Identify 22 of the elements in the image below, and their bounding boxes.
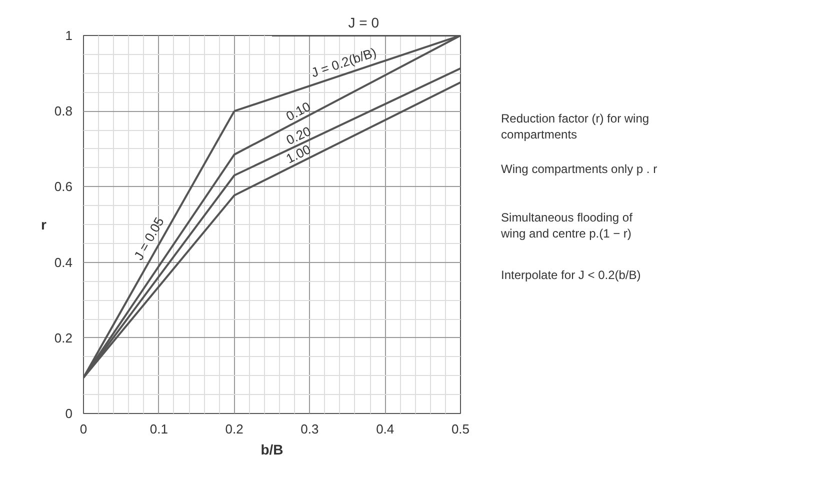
x-tick-label: 0.2 <box>225 422 244 436</box>
text: Reduction factor (r) for wing compartments <box>501 111 650 142</box>
x-tick-label: 0.4 <box>376 422 394 436</box>
y-tick-label: 0.6 <box>54 179 73 194</box>
text: Wing compartments only p . r <box>501 162 658 176</box>
x-axis-title: b/B <box>260 442 284 458</box>
x-tick-label: 0 <box>80 422 88 436</box>
text: J = 0.2(b/B) <box>309 44 378 80</box>
series-label: J = 0 <box>348 14 380 30</box>
x-tick-label: 0.3 <box>300 422 319 436</box>
y-tick-label: 0.2 <box>54 330 73 346</box>
y-tick-label: 0 <box>65 406 73 421</box>
text: Interpolate for J < 0.2(b/B) <box>501 268 641 282</box>
y-tick-label: 0.4 <box>54 254 73 270</box>
y-axis-title: r <box>40 216 47 232</box>
x-tick-label: 0.1 <box>150 422 168 436</box>
x-tick-label: 0.5 <box>451 422 470 436</box>
text: 0.10 <box>284 98 313 124</box>
text: Simultaneous flooding of wing and centre p.(1 − r) <box>500 210 634 241</box>
text: J = 0.05 <box>130 214 167 263</box>
y-tick-label: 1 <box>65 28 73 43</box>
y-tick-label: 0.8 <box>54 104 73 119</box>
